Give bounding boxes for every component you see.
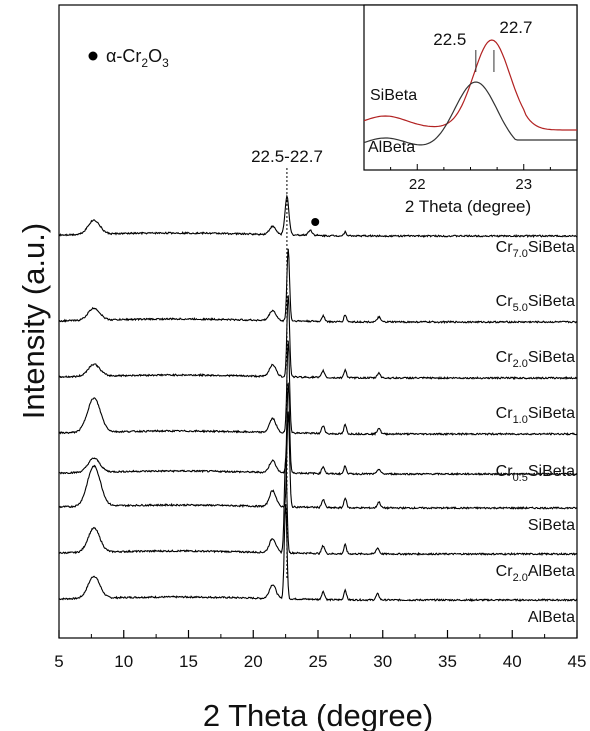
series-label-suffix: SiBeta (528, 349, 575, 366)
series-line (59, 295, 578, 381)
inset-legend-albeta: AlBeta (368, 139, 415, 156)
series-label-subscript: 5.0 (513, 302, 528, 314)
series-label-suffix: SiBeta (528, 405, 575, 422)
x-tick-label: 5 (54, 652, 63, 671)
series-line (58, 504, 578, 602)
inset-series-layer (363, 39, 577, 146)
series-label-subscript: 2.0 (513, 572, 528, 584)
series-label: Cr5.0SiBeta (496, 293, 575, 314)
series-label: Cr0.5SiBeta (496, 463, 575, 484)
series-label-prefix: Cr (496, 563, 514, 580)
series-label: Cr1.0SiBeta (496, 405, 575, 426)
series-label-prefix: Cr (496, 293, 514, 310)
peak-label: 22.5-22.7 (251, 147, 323, 166)
legend-label: α-Cr2O3 (106, 46, 169, 70)
inset-annotations: 22.5 22.7 (433, 18, 532, 72)
series-labels: AlBetaCr2.0AlBetaSiBetaCr0.5SiBetaCr1.0S… (496, 239, 575, 626)
series-label-suffix: SiBeta (528, 293, 575, 310)
series-line (58, 411, 578, 510)
series-line (58, 248, 578, 325)
inset-annotation-label: 22.5 (433, 30, 466, 49)
inset-series-line (363, 81, 577, 146)
legend: α-Cr2O3 (88, 46, 169, 70)
series-label-prefix: Cr (496, 463, 514, 480)
x-tick-label: 15 (179, 652, 198, 671)
series-label-suffix: AlBeta (528, 609, 575, 626)
series-line (58, 340, 578, 436)
series-label-suffix: AlBeta (528, 563, 575, 580)
series-label-prefix: Cr (496, 239, 514, 256)
x-tick-label: 45 (568, 652, 587, 671)
series-line (58, 194, 578, 239)
inset-frame (363, 4, 578, 171)
x-tick-label: 35 (438, 652, 457, 671)
series-label: AlBeta (528, 609, 575, 626)
series-label-prefix: Cr (496, 405, 514, 422)
x-tick-label: 30 (373, 652, 392, 671)
series-line (58, 458, 577, 557)
inset-annotation-label: 22.7 (499, 18, 532, 37)
inset-chart: 22 23 2 Theta (degree) 22.5 22.7 SiBeta Al… (363, 4, 578, 216)
cr2o3-marker (311, 218, 320, 226)
series-label-suffix: SiBeta (528, 463, 575, 480)
series-label-suffix: SiBeta (528, 239, 575, 256)
series-label: SiBeta (528, 517, 575, 534)
inset-x-ticks: 22 23 (390, 164, 551, 193)
series-label-prefix: Cr (496, 349, 514, 366)
x-tick-label: 10 (114, 652, 133, 671)
inset-x-tick-label: 22 (409, 176, 426, 193)
x-tick-label: 25 (309, 652, 328, 671)
series-line (58, 382, 578, 476)
series-label-suffix: SiBeta (528, 517, 575, 534)
series-layer (58, 194, 578, 602)
x-ticks: 5 10 15 20 25 30 35 40 45 (54, 630, 586, 671)
x-tick-label: 40 (503, 652, 522, 671)
x-tick-label: 20 (244, 652, 263, 671)
inset-x-tick-label: 23 (515, 176, 532, 193)
y-axis-label: Intensity (a.u.) (16, 223, 51, 419)
series-label: Cr7.0SiBeta (496, 239, 575, 260)
series-label: Cr2.0AlBeta (496, 563, 575, 584)
inset-legend-sibeta: SiBeta (370, 87, 417, 104)
series-label-subscript: 1.0 (513, 414, 528, 426)
series-label-subscript: 7.0 (513, 248, 528, 260)
x-axis-label: 2 Theta (degree) (203, 698, 433, 731)
legend-dot-icon (88, 51, 98, 61)
series-label: Cr2.0SiBeta (496, 349, 575, 370)
series-label-subscript: 2.0 (513, 358, 528, 370)
series-label-subscript: 0.5 (513, 472, 528, 484)
inset-x-axis-label: 2 Theta (degree) (405, 197, 531, 216)
